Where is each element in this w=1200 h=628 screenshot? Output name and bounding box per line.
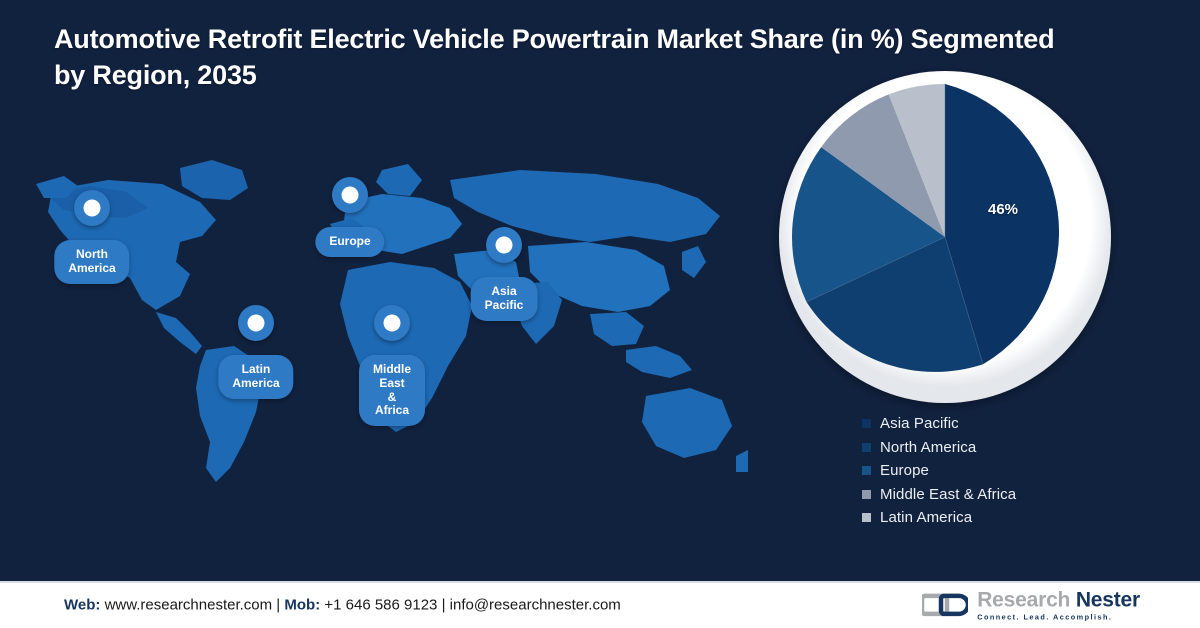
pie-slices [792,83,1060,372]
logo-name-second: Nester [1075,587,1140,611]
footer-separator-2: | [437,596,450,613]
pin-head-icon [486,227,522,263]
map-pin-asia-pacific[interactable]: Asia Pacific [470,227,538,321]
logo-name: Research Nester [977,589,1140,610]
legend-label: Europe [880,462,929,480]
legend-swatch-icon [862,489,871,499]
map-pin-north-america[interactable]: North America [54,190,130,284]
legend-item-latin-america[interactable]: Latin America [862,506,1016,530]
legend-swatch-icon [862,442,871,452]
legend-swatch-icon [862,466,871,476]
footer-bar: Web: www.researchnester.com | Mob: +1 64… [0,581,1200,628]
pie-chart: 46% [770,62,1120,412]
logo-tagline: Connect. Lead. Accomplish. [977,611,1113,621]
footer-web-value[interactable]: www.researchnester.com [104,596,273,613]
legend-item-asia-pacific[interactable]: Asia Pacific [862,412,1016,436]
pie-slice-dividers [806,84,984,365]
map-pin-label-north-america: North America [54,240,130,284]
page-title: Automotive Retrofit Electric Vehicle Pow… [54,24,1055,90]
pie-data-label-asia-pacific: 46% [988,201,1019,218]
footer-phone-value[interactable]: +1 646 586 9123 [324,596,438,613]
legend-label: Latin America [880,509,973,527]
pin-dot-icon [247,314,265,332]
footer-mob-label: Mob: [284,596,321,613]
map-pin-label-europe: Europe [315,227,385,257]
pin-head-icon [332,177,368,213]
map-pin-label-asia-pacific: Asia Pacific [470,277,538,321]
legend-item-europe[interactable]: Europe [862,459,1016,483]
world-map-svg [36,160,748,482]
legend-swatch-icon [862,513,871,523]
map-pin-middle-east-africa[interactable]: Middle East & Africa [359,305,425,427]
logo-name-first: Research [977,587,1071,611]
footer-divider [0,581,1200,583]
pie-chart-svg [779,71,1111,403]
pie-slice-north-america[interactable] [806,237,984,372]
map-pin-label-middle-east-africa: Middle East & Africa [359,355,425,427]
footer-contact: Web: www.researchnester.com | Mob: +1 64… [64,596,621,613]
legend-item-north-america[interactable]: North America [862,436,1016,460]
pie-slice-asia-pacific[interactable] [945,84,1060,365]
chart-legend: Asia Pacific North America Europe Middle… [862,412,1016,530]
pin-dot-icon [83,199,101,217]
map-landmasses [36,160,748,482]
pin-dot-icon [495,236,513,254]
map-pin-label-latin-america: Latin America [218,355,294,399]
pin-head-icon [238,305,274,341]
legend-swatch-icon [862,419,871,429]
pin-dot-icon [383,314,401,332]
legend-label: North America [880,438,977,456]
pin-dot-icon [341,186,359,204]
world-map: North America Europe Asia Pacific Latin … [30,150,750,500]
pie-slice-middle-east-africa[interactable] [821,94,945,238]
footer-web-label: Web: [64,596,101,613]
legend-item-middle-east-africa[interactable]: Middle East & Africa [862,483,1016,507]
pin-head-icon [374,305,410,341]
map-pin-europe[interactable]: Europe [315,177,385,257]
legend-label: Middle East & Africa [880,485,1017,503]
company-logo[interactable]: Research Nester Connect. Lead. Accomplis… [922,589,1140,620]
footer-separator-1: | [272,596,285,613]
map-pin-latin-america[interactable]: Latin America [218,305,294,399]
pie-slice-latin-america[interactable] [888,83,945,237]
logo-wordmark: Research Nester Connect. Lead. Accomplis… [977,589,1140,620]
pie-slice-europe[interactable] [792,147,945,302]
legend-label: Asia Pacific [880,415,959,433]
pin-head-icon [74,190,110,226]
footer-email-value[interactable]: info@researchnester.com [449,596,621,613]
chain-link-logo-icon [922,593,969,616]
